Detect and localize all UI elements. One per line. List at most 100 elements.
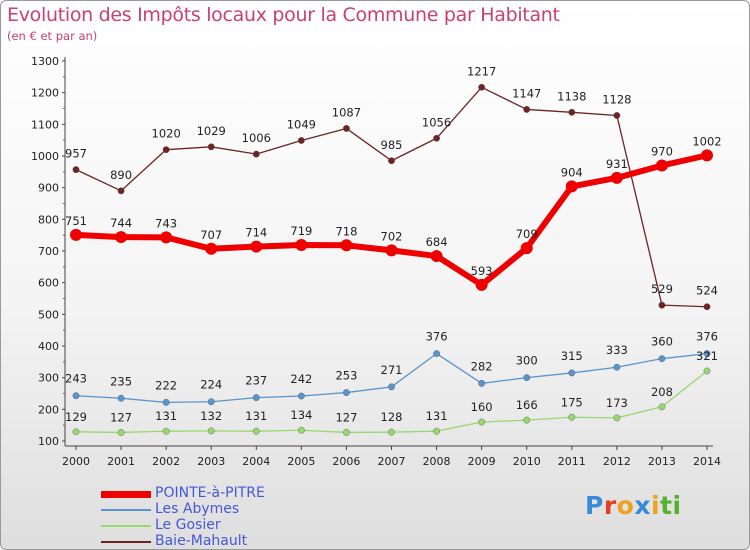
data-label-les-abymes: 224 [200, 378, 222, 392]
data-point-baie-mahault [72, 166, 80, 174]
logo-letter: i [672, 491, 682, 520]
data-label-baie-mahault: 890 [110, 168, 132, 182]
data-label-pointe-a-pitre: 970 [651, 145, 673, 159]
data-label-le-gosier: 321 [696, 349, 718, 363]
data-label-baie-mahault: 1049 [287, 117, 316, 131]
data-label-le-gosier: 128 [381, 410, 403, 424]
data-label-baie-mahault: 1138 [557, 89, 586, 103]
series-line-baie-mahault [75, 86, 708, 308]
data-point-pointe-a-pitre [565, 180, 578, 193]
data-point-baie-mahault [658, 301, 666, 309]
data-label-les-abymes: 300 [516, 354, 538, 368]
x-tick-label: 2006 [332, 455, 360, 468]
data-point-les-abymes [388, 383, 395, 391]
legend-label-baie-mahault: Baie-Mahault [155, 533, 248, 549]
data-label-pointe-a-pitre: 709 [516, 227, 538, 241]
legend-label-les-abymes: Les Abymes [155, 501, 240, 517]
data-label-le-gosier: 127 [110, 410, 132, 424]
legend-item-le-gosier[interactable]: Le Gosier [101, 517, 301, 534]
data-point-pointe-a-pitre [295, 238, 308, 251]
chart-title: Evolution des Impôts locaux pour la Comm… [7, 4, 560, 26]
data-point-le-gosier [117, 429, 125, 436]
legend-swatch-les-abymes [101, 509, 151, 511]
data-label-le-gosier: 208 [651, 385, 673, 399]
data-point-le-gosier [388, 428, 395, 436]
data-point-le-gosier [252, 427, 260, 435]
legend-swatch-pointe-a-pitre [101, 490, 151, 498]
x-tick-label: 2009 [468, 455, 496, 468]
proxiti-logo: Proxiti [585, 491, 682, 520]
data-point-le-gosier [72, 428, 80, 436]
data-point-les-abymes [252, 394, 260, 402]
data-point-pointe-a-pitre [115, 231, 128, 244]
data-label-pointe-a-pitre: 904 [561, 165, 583, 179]
legend-item-pointe-a-pitre[interactable]: POINTE-à-PITRE [101, 485, 301, 502]
data-point-le-gosier [478, 418, 486, 426]
data-point-pointe-a-pitre [205, 242, 218, 255]
data-label-les-abymes: 235 [110, 374, 132, 388]
data-label-le-gosier: 129 [65, 410, 87, 424]
legend-swatch-le-gosier [101, 525, 151, 527]
data-point-les-abymes [478, 379, 486, 387]
data-label-les-abymes: 253 [335, 369, 357, 383]
y-tick-label: 1100 [31, 118, 59, 131]
y-tick-label: 600 [38, 277, 59, 290]
data-point-le-gosier [703, 367, 711, 375]
data-label-pointe-a-pitre: 719 [290, 224, 312, 238]
y-tick-label: 1200 [31, 87, 59, 100]
data-point-pointe-a-pitre [520, 242, 533, 255]
logo-letter: x [634, 491, 651, 520]
y-tick-label: 100 [38, 435, 59, 448]
data-label-les-abymes: 376 [426, 330, 448, 344]
data-label-pointe-a-pitre: 751 [65, 214, 87, 228]
y-tick-label: 400 [38, 340, 59, 353]
data-point-pointe-a-pitre [340, 239, 353, 252]
y-tick-label: 700 [38, 245, 59, 258]
data-label-baie-mahault: 1020 [152, 127, 181, 141]
logo-letter: i [651, 491, 661, 520]
logo-letter: o [616, 491, 635, 520]
x-tick-label: 2014 [693, 455, 721, 468]
y-tick-label: 800 [38, 213, 59, 226]
data-point-le-gosier [613, 414, 621, 422]
data-label-pointe-a-pitre: 744 [110, 216, 132, 230]
data-point-pointe-a-pitre [430, 250, 443, 263]
y-tick-label: 900 [38, 182, 59, 195]
data-label-les-abymes: 282 [471, 359, 493, 373]
data-label-baie-mahault: 1147 [512, 86, 541, 100]
data-point-les-abymes [658, 355, 666, 363]
data-label-pointe-a-pitre: 1002 [692, 134, 721, 148]
data-label-le-gosier: 175 [561, 395, 583, 409]
data-point-le-gosier [297, 426, 305, 434]
data-point-le-gosier [162, 427, 170, 435]
data-label-le-gosier: 134 [290, 408, 312, 422]
data-label-les-abymes: 237 [245, 374, 267, 388]
data-point-baie-mahault [207, 143, 215, 151]
logo-letter: P [585, 491, 604, 520]
legend-swatch-baie-mahault [101, 541, 151, 543]
x-tick-label: 2008 [423, 455, 451, 468]
data-label-le-gosier: 166 [516, 398, 538, 412]
data-label-les-abymes: 271 [381, 363, 403, 377]
data-point-pointe-a-pitre [701, 149, 713, 162]
y-tick-label: 1000 [31, 150, 59, 163]
data-label-les-abymes: 222 [155, 378, 177, 392]
data-label-les-abymes: 333 [606, 343, 628, 357]
x-tick-label: 2001 [107, 455, 135, 468]
legend-item-les-abymes[interactable]: Les Abymes [101, 501, 301, 518]
data-label-pointe-a-pitre: 707 [200, 228, 222, 242]
x-tick-label: 2010 [513, 455, 541, 468]
chart-subtitle: (en € et par an) [7, 29, 98, 43]
data-point-pointe-a-pitre [475, 278, 488, 291]
x-tick-label: 2003 [197, 455, 225, 468]
data-point-baie-mahault [162, 146, 170, 154]
data-point-les-abymes [117, 394, 125, 402]
data-point-baie-mahault [343, 125, 350, 132]
data-label-baie-mahault: 1029 [197, 124, 226, 138]
data-label-pointe-a-pitre: 702 [381, 229, 403, 243]
data-label-le-gosier: 131 [245, 409, 267, 423]
data-label-pointe-a-pitre: 743 [155, 216, 177, 230]
logo-letter: t [660, 491, 673, 520]
data-label-pointe-a-pitre: 684 [426, 235, 448, 249]
legend-item-baie-mahault[interactable]: Baie-Mahault [101, 533, 301, 549]
